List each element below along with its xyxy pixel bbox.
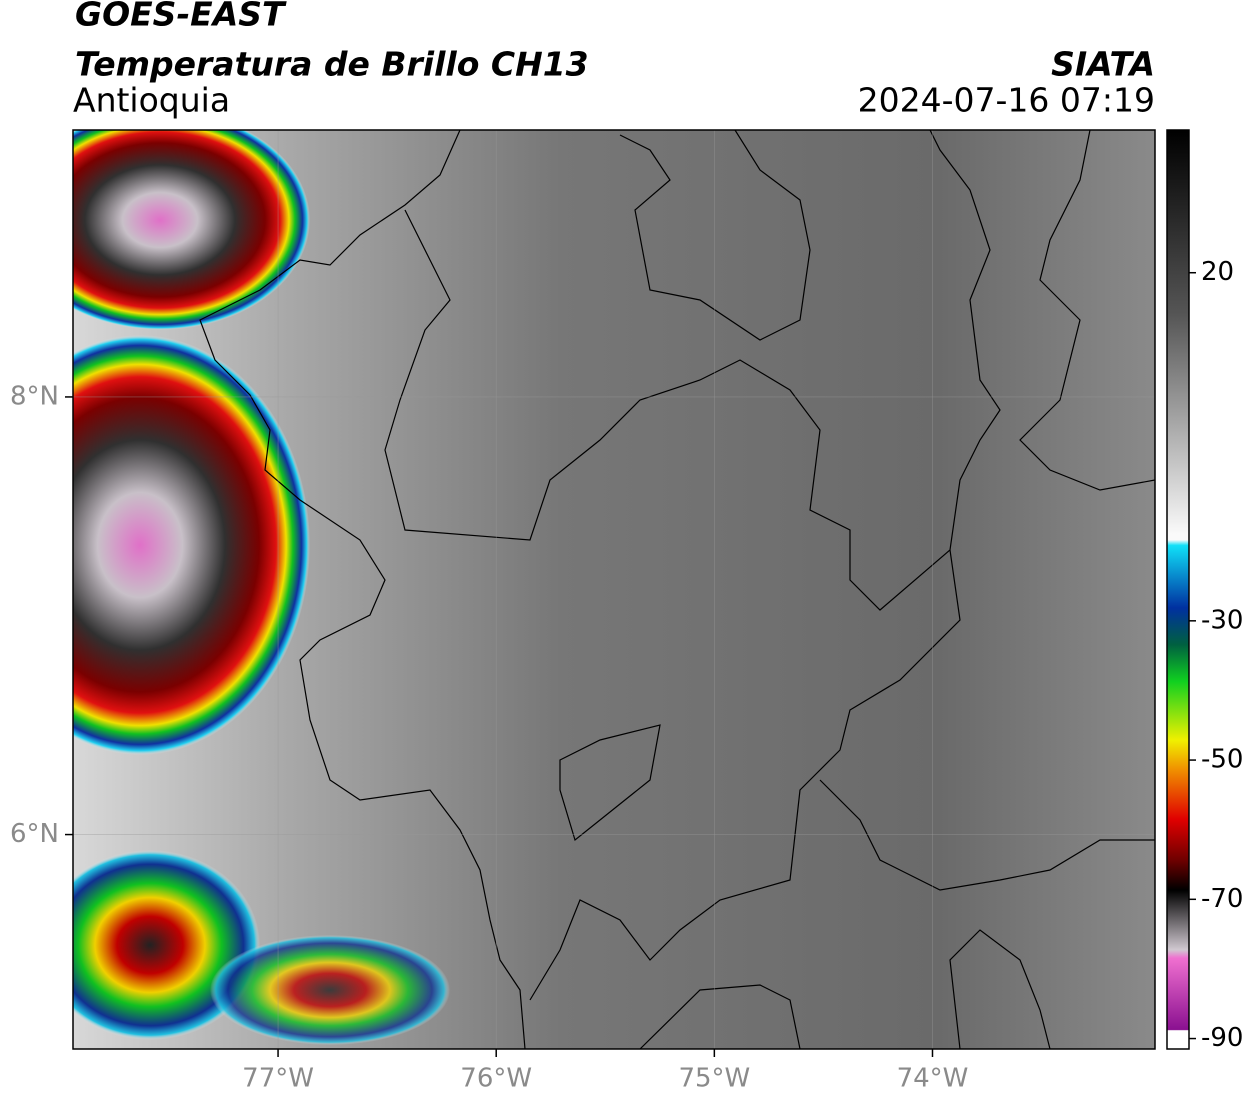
region: Antioquia (73, 81, 230, 120)
colorbar (1166, 129, 1190, 1050)
colorbar-tick-label: 20 (1201, 257, 1234, 287)
colorbar-tick-label: -90 (1201, 1023, 1243, 1053)
cloud-top (73, 335, 310, 755)
datetime: 2024-07-16 07:19 (858, 81, 1155, 120)
colorbar-tick-label: -50 (1201, 745, 1243, 775)
lat-tick-label: 8°N (10, 381, 59, 411)
cloud-top (73, 130, 310, 330)
map (73, 130, 1155, 1049)
source: SIATA (1051, 45, 1155, 84)
colorbar-tick-label: -70 (1201, 884, 1243, 914)
cloud-top (210, 935, 450, 1045)
lon-tick-label: 74°W (897, 1064, 969, 1094)
map-frame (72, 129, 1156, 1050)
satellite-title: GOES-EAST (75, 0, 287, 34)
borders (199, 130, 1155, 1049)
lon-tick-label: 75°W (678, 1064, 750, 1094)
lat-tick-label: 6°N (10, 819, 59, 849)
lon-tick-label: 77°W (242, 1064, 314, 1094)
product-title: Temperatura de Brillo CH13 (75, 45, 589, 84)
colorbar-tick-label: -30 (1201, 605, 1243, 635)
lon-tick-label: 76°W (460, 1064, 532, 1094)
